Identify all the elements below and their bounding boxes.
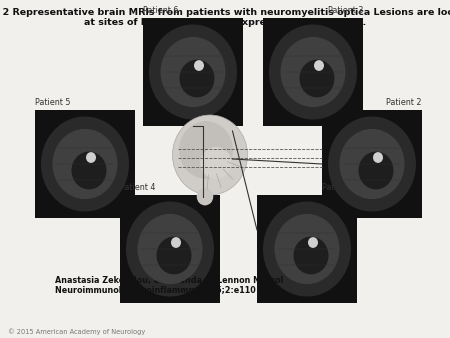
Bar bbox=[120, 195, 220, 303]
Ellipse shape bbox=[172, 115, 248, 195]
Ellipse shape bbox=[328, 117, 416, 212]
Ellipse shape bbox=[293, 237, 328, 274]
Text: Patient 5: Patient 5 bbox=[35, 98, 71, 107]
Ellipse shape bbox=[263, 201, 351, 296]
Ellipse shape bbox=[339, 129, 405, 199]
Text: Patient 3: Patient 3 bbox=[328, 6, 363, 15]
Ellipse shape bbox=[161, 37, 225, 107]
Text: Patient 4: Patient 4 bbox=[120, 183, 155, 192]
Ellipse shape bbox=[41, 117, 129, 212]
Text: at sites of high aquaporin-4 expression (white dots).: at sites of high aquaporin-4 expression … bbox=[84, 18, 366, 27]
Bar bbox=[35, 110, 135, 218]
Ellipse shape bbox=[359, 151, 393, 189]
Ellipse shape bbox=[86, 152, 96, 163]
Text: Patient 2: Patient 2 bbox=[387, 98, 422, 107]
Ellipse shape bbox=[180, 59, 215, 97]
Bar bbox=[322, 110, 422, 218]
Ellipse shape bbox=[197, 188, 213, 206]
Bar bbox=[263, 18, 363, 126]
Ellipse shape bbox=[274, 214, 339, 284]
Bar bbox=[143, 18, 243, 126]
Ellipse shape bbox=[179, 121, 233, 179]
Ellipse shape bbox=[269, 24, 357, 120]
Ellipse shape bbox=[138, 214, 202, 284]
Ellipse shape bbox=[157, 237, 192, 274]
Ellipse shape bbox=[126, 201, 214, 296]
Text: Patient 1: Patient 1 bbox=[322, 183, 357, 192]
Ellipse shape bbox=[200, 147, 232, 179]
Text: Patient 6: Patient 6 bbox=[143, 6, 178, 15]
Ellipse shape bbox=[373, 152, 383, 163]
Text: Neuroimmunol Neuroinflammm 2015;2:e110: Neuroimmunol Neuroinflammm 2015;2:e110 bbox=[55, 285, 256, 294]
Text: Figure 2 Representative brain MRIs from patients with neuromyelitis optica Lesio: Figure 2 Representative brain MRIs from … bbox=[0, 8, 450, 17]
Text: Anastasia Zekeridou, and Vanda A. Lennon Neurol: Anastasia Zekeridou, and Vanda A. Lennon… bbox=[55, 276, 284, 285]
Ellipse shape bbox=[194, 60, 204, 71]
Ellipse shape bbox=[314, 60, 324, 71]
Ellipse shape bbox=[308, 237, 318, 248]
Ellipse shape bbox=[53, 129, 117, 199]
Ellipse shape bbox=[300, 59, 334, 97]
Ellipse shape bbox=[72, 151, 107, 189]
Ellipse shape bbox=[149, 24, 237, 120]
Bar bbox=[257, 195, 357, 303]
Text: © 2015 American Academy of Neurology: © 2015 American Academy of Neurology bbox=[8, 328, 145, 335]
Ellipse shape bbox=[280, 37, 346, 107]
Ellipse shape bbox=[171, 237, 181, 248]
